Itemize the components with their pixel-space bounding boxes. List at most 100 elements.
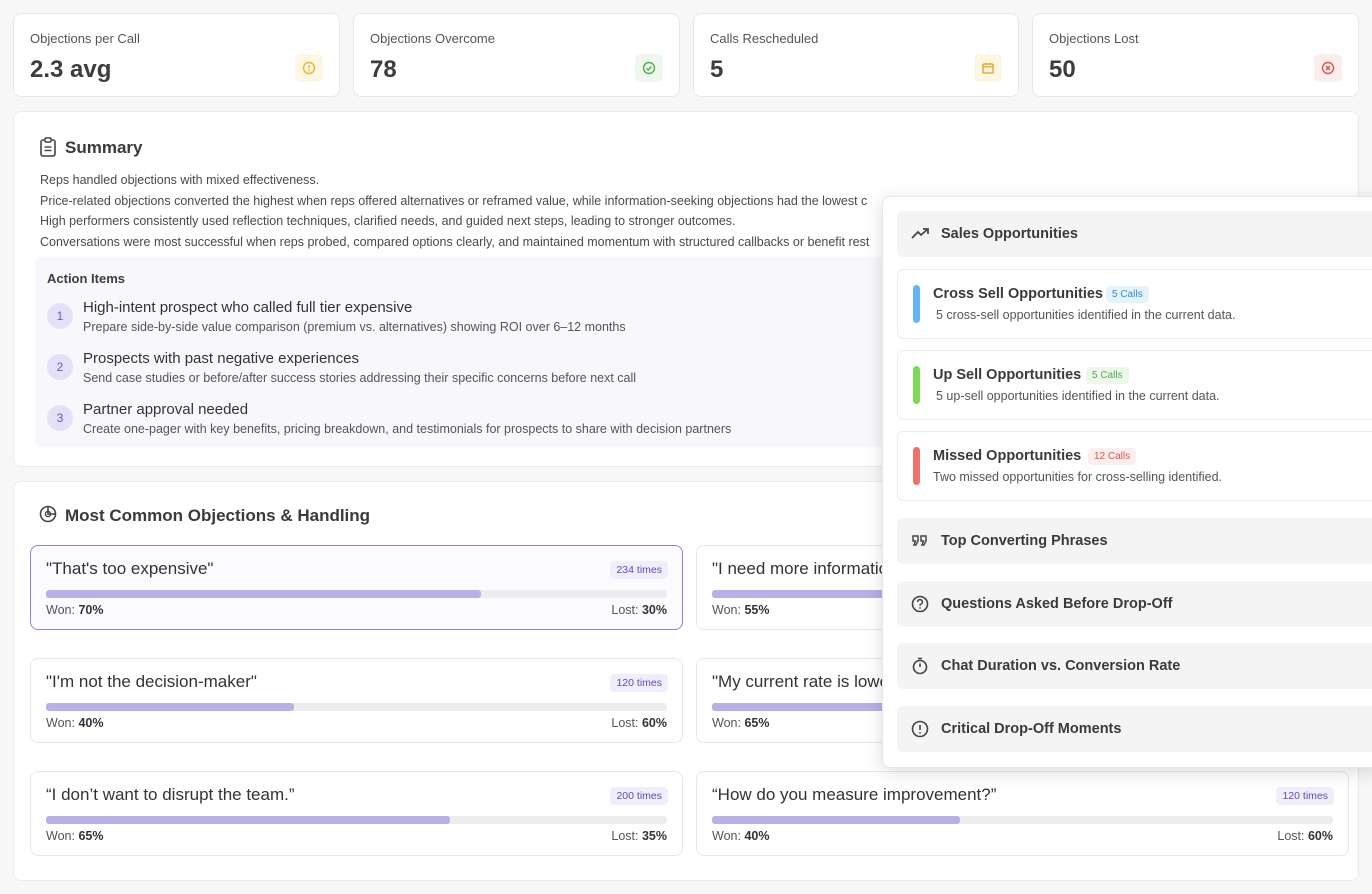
won-label: Won: bbox=[46, 603, 75, 617]
won-label: Won: bbox=[46, 829, 75, 843]
action-item-number: 2 bbox=[47, 354, 73, 380]
stat-value: 2.3 avg bbox=[30, 56, 112, 83]
action-item-number: 3 bbox=[47, 405, 73, 431]
lost-stat: Lost: 60% bbox=[1277, 829, 1333, 843]
pie-chart-icon bbox=[38, 504, 58, 529]
stat-value: 5 bbox=[710, 56, 724, 83]
objection-quote: "I'm not the decision-maker" bbox=[46, 672, 257, 691]
won-value: 40% bbox=[744, 829, 770, 843]
won-stat: Won: 40% bbox=[712, 829, 769, 843]
lost-value: 35% bbox=[641, 829, 667, 843]
objections-title: Most Common Objections & Handling bbox=[65, 506, 371, 525]
won-label: Won: bbox=[46, 716, 75, 730]
check-circle-icon bbox=[635, 54, 663, 82]
times-badge: 120 times bbox=[610, 674, 668, 692]
stat-label: Objections Overcome bbox=[370, 31, 495, 46]
question-circle-icon bbox=[910, 594, 930, 614]
section-title: Top Converting Phrases bbox=[941, 533, 1108, 549]
times-badge: 120 times bbox=[1276, 787, 1334, 805]
won-stat: Won: 65% bbox=[46, 829, 103, 843]
won-progress-bar bbox=[46, 816, 667, 824]
lost-stat: Lost: 35% bbox=[611, 829, 667, 843]
insights-dropdown-panel: Sales Opportunities Cross Sell Opportuni… bbox=[882, 196, 1372, 768]
stat-card-objections-overcome: Objections Overcome 78 bbox=[353, 13, 680, 97]
won-progress-bar bbox=[46, 590, 667, 598]
opportunity-card[interactable]: Missed Opportunities 12 Calls Two missed… bbox=[897, 431, 1372, 501]
objection-card[interactable]: “How do you measure improvement?” 120 ti… bbox=[696, 771, 1349, 856]
objection-quote: “How do you measure improvement?” bbox=[712, 785, 997, 804]
objection-quote: "I need more informatio bbox=[712, 559, 889, 578]
opportunity-desc: 5 up-sell opportunities identified in th… bbox=[936, 389, 1220, 403]
action-item-title: Partner approval needed bbox=[83, 401, 249, 418]
stat-label: Objections per Call bbox=[30, 31, 140, 46]
section-critical-drop-off[interactable]: Critical Drop-Off Moments bbox=[897, 706, 1372, 752]
won-stat: Won: 70% bbox=[46, 603, 103, 617]
action-item-number: 1 bbox=[47, 303, 73, 329]
section-title: Critical Drop-Off Moments bbox=[941, 721, 1122, 737]
section-chat-duration[interactable]: Chat Duration vs. Conversion Rate bbox=[897, 643, 1372, 689]
summary-title: Summary bbox=[65, 138, 143, 157]
objection-card[interactable]: “I don’t want to disrupt the team.” 200 … bbox=[30, 771, 683, 856]
stat-card-calls-rescheduled: Calls Rescheduled 5 bbox=[693, 13, 1019, 97]
opportunity-stripe bbox=[913, 285, 920, 323]
won-progress-fill bbox=[46, 703, 295, 711]
won-value: 40% bbox=[78, 716, 104, 730]
lost-stat: Lost: 30% bbox=[611, 603, 667, 617]
quote-icon bbox=[910, 531, 930, 551]
alert-circle-icon bbox=[910, 719, 930, 739]
objection-quote: "That's too expensive" bbox=[46, 559, 214, 578]
stat-card-objections-lost: Objections Lost 50 bbox=[1032, 13, 1359, 97]
stat-label: Objections Lost bbox=[1049, 31, 1139, 46]
won-progress-bar bbox=[46, 703, 667, 711]
alert-circle-icon bbox=[295, 54, 323, 82]
stat-card-objections-per-call: Objections per Call 2.3 avg bbox=[13, 13, 340, 97]
won-value: 65% bbox=[744, 716, 770, 730]
action-item-desc: Send case studies or before/after succes… bbox=[83, 371, 637, 385]
won-label: Won: bbox=[712, 716, 741, 730]
won-value: 55% bbox=[744, 603, 770, 617]
opportunity-desc: Two missed opportunities for cross-selli… bbox=[933, 470, 1223, 484]
opportunity-title: Missed Opportunities bbox=[933, 448, 1082, 464]
stopwatch-icon bbox=[910, 656, 930, 676]
won-stat: Won: 65% bbox=[712, 716, 769, 730]
lost-label: Lost: bbox=[1277, 829, 1305, 843]
objection-card[interactable]: "That's too expensive" 234 times Won: 70… bbox=[30, 545, 683, 630]
summary-line: Conversations were most successful when … bbox=[40, 235, 870, 249]
stat-label: Calls Rescheduled bbox=[710, 31, 819, 46]
lost-value: 30% bbox=[641, 603, 667, 617]
lost-value: 60% bbox=[641, 716, 667, 730]
sales-opportunities-header[interactable]: Sales Opportunities bbox=[897, 211, 1372, 257]
opportunity-card[interactable]: Cross Sell Opportunities 5 Calls 5 cross… bbox=[897, 269, 1372, 339]
action-items-title: Action Items bbox=[47, 271, 126, 286]
objection-quote: “I don’t want to disrupt the team.” bbox=[46, 785, 295, 804]
stat-value: 50 bbox=[1049, 56, 1076, 83]
action-item-desc: Create one-pager with key benefits, pric… bbox=[83, 422, 732, 436]
won-label: Won: bbox=[712, 829, 741, 843]
sales-opportunities-title: Sales Opportunities bbox=[941, 226, 1078, 242]
times-badge: 200 times bbox=[610, 787, 668, 805]
won-stat: Won: 55% bbox=[712, 603, 769, 617]
lost-label: Lost: bbox=[611, 716, 639, 730]
x-circle-icon bbox=[1314, 54, 1342, 82]
section-questions-before-drop-off[interactable]: Questions Asked Before Drop-Off bbox=[897, 581, 1372, 627]
objection-card[interactable]: "I'm not the decision-maker" 120 times W… bbox=[30, 658, 683, 743]
section-title: Questions Asked Before Drop-Off bbox=[941, 596, 1173, 612]
summary-line: Price-related objections converted the h… bbox=[40, 194, 868, 208]
opportunity-card[interactable]: Up Sell Opportunities 5 Calls 5 up-sell … bbox=[897, 350, 1372, 420]
opportunity-title: Cross Sell Opportunities bbox=[933, 286, 1103, 302]
clipboard-icon bbox=[39, 137, 57, 162]
lost-value: 60% bbox=[1307, 829, 1333, 843]
opportunity-stripe bbox=[913, 366, 920, 404]
calendar-icon bbox=[974, 54, 1002, 82]
opportunity-desc: 5 cross-sell opportunities identified in… bbox=[936, 308, 1236, 322]
won-progress-fill bbox=[46, 590, 481, 598]
times-badge: 234 times bbox=[610, 561, 668, 579]
lost-stat: Lost: 60% bbox=[611, 716, 667, 730]
won-label: Won: bbox=[712, 603, 741, 617]
won-progress-bar bbox=[712, 816, 1333, 824]
action-item-desc: Prepare side-by-side value comparison (p… bbox=[83, 320, 626, 334]
action-item-title: High-intent prospect who called full tie… bbox=[83, 299, 413, 316]
opportunity-title: Up Sell Opportunities bbox=[933, 367, 1082, 383]
section-top-converting-phrases[interactable]: Top Converting Phrases bbox=[897, 518, 1372, 564]
calls-badge: 5 Calls bbox=[1086, 367, 1129, 384]
